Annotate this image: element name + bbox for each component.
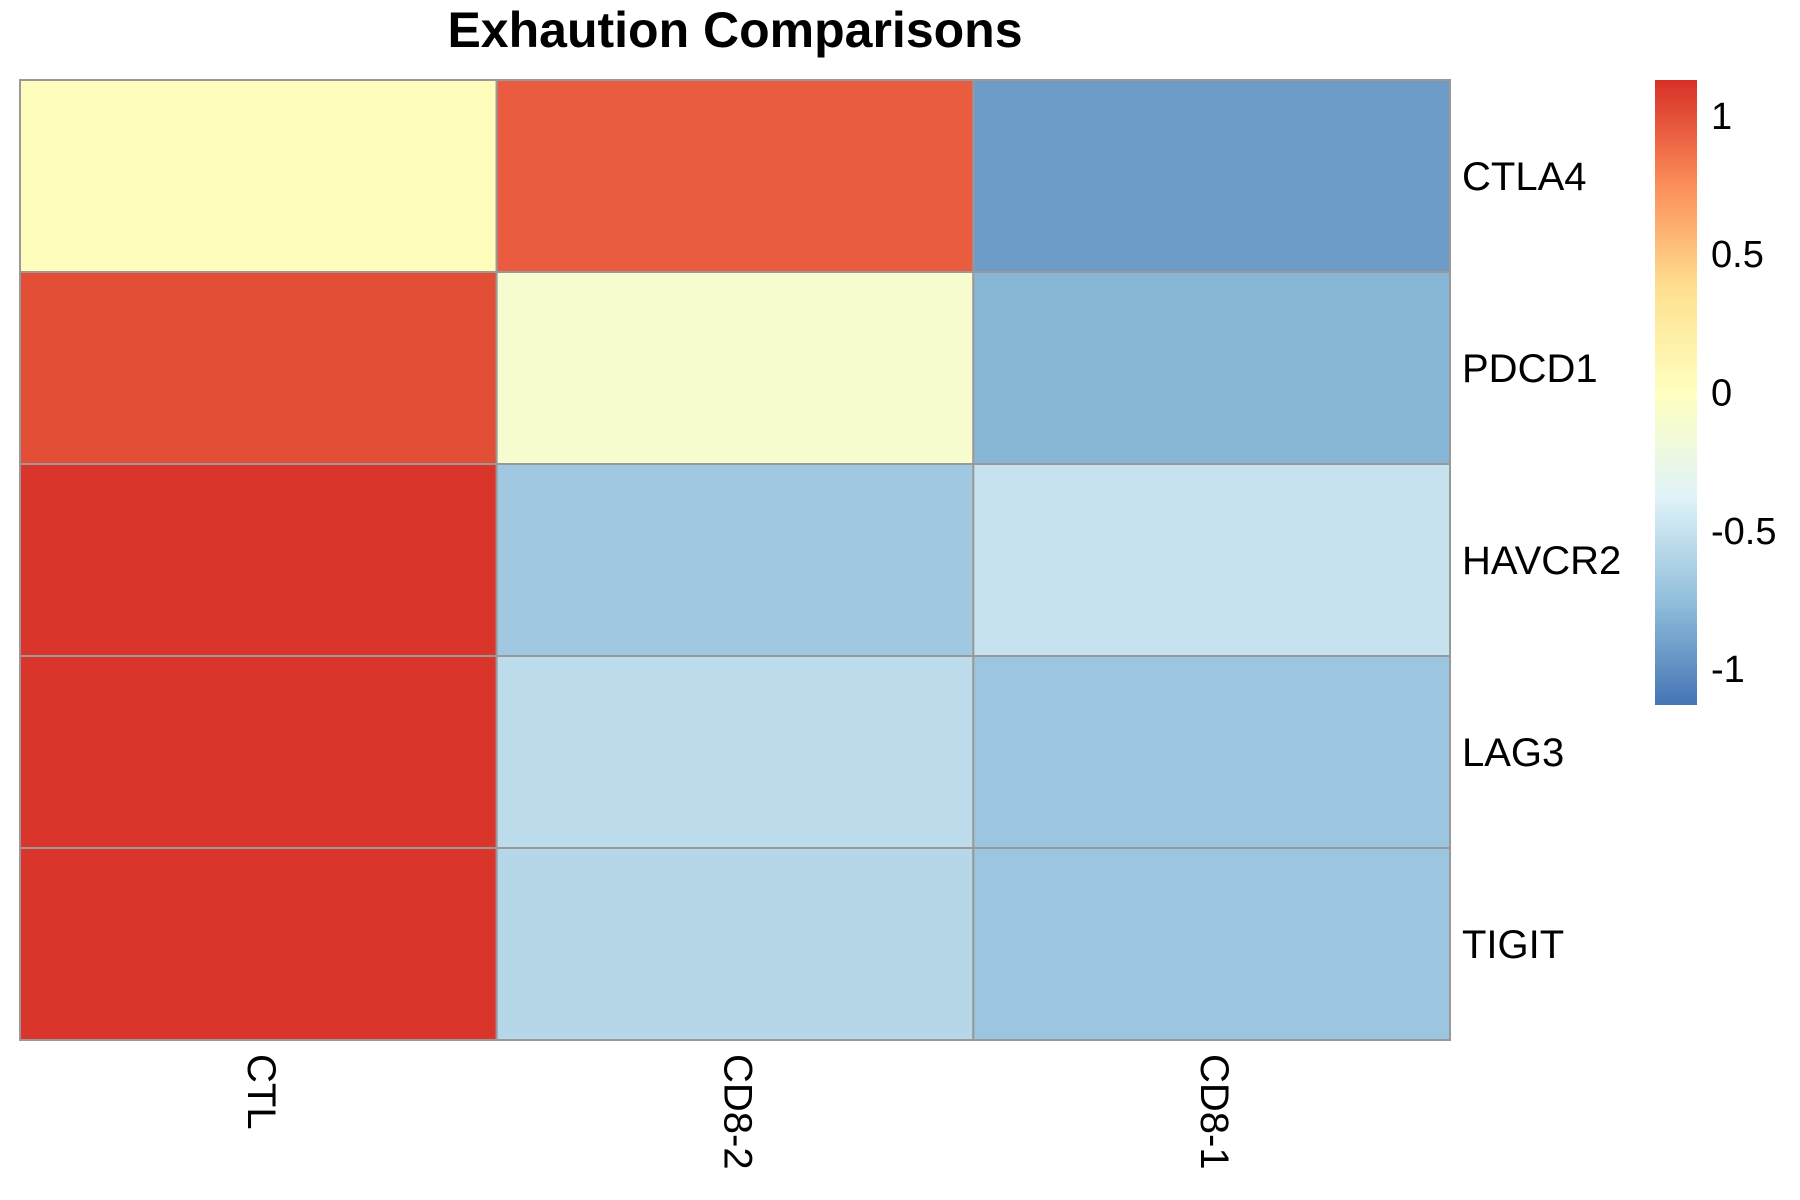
cell-pdcd1-ctl bbox=[19, 271, 498, 465]
cell-havcr2-ctl bbox=[19, 463, 498, 657]
heatmap-cells bbox=[19, 79, 1451, 1041]
cell-lag3-cd8-1 bbox=[972, 655, 1451, 849]
cell-lag3-ctl bbox=[19, 655, 498, 849]
column-label-ctl: CTL bbox=[239, 1054, 283, 1130]
row-label-tigit: TIGIT bbox=[1462, 923, 1564, 967]
cell-ctla4-ctl bbox=[19, 79, 498, 273]
cell-pdcd1-cd8-2 bbox=[495, 271, 975, 465]
cell-tigit-cd8-1 bbox=[972, 847, 1451, 1041]
row-label-havcr2: HAVCR2 bbox=[1462, 539, 1621, 583]
cell-ctla4-cd8-1 bbox=[972, 79, 1451, 273]
row-labels: CTLA4 PDCD1 HAVCR2 LAG3 TIGIT bbox=[1462, 155, 1621, 967]
cell-tigit-cd8-2 bbox=[495, 847, 975, 1041]
legend-tick-label: -1 bbox=[1711, 649, 1745, 691]
legend-tick-label: 1 bbox=[1711, 96, 1732, 138]
cell-havcr2-cd8-1 bbox=[972, 463, 1451, 657]
legend-tick-label: -0.5 bbox=[1711, 511, 1776, 553]
row-label-lag3: LAG3 bbox=[1462, 731, 1564, 775]
cell-pdcd1-cd8-1 bbox=[972, 271, 1451, 465]
column-label-cd8-2: CD8-2 bbox=[715, 1054, 759, 1170]
color-legend: 1 0.5 0 -0.5 -1 bbox=[1655, 80, 1776, 705]
column-label-cd8-1: CD8-1 bbox=[1192, 1054, 1236, 1170]
cell-ctla4-cd8-2 bbox=[495, 79, 975, 273]
legend-ticks: 1 0.5 0 -0.5 -1 bbox=[1711, 96, 1776, 691]
legend-color-bar bbox=[1655, 80, 1697, 705]
cell-tigit-ctl bbox=[19, 847, 498, 1041]
chart-title: Exhaution Comparisons bbox=[447, 2, 1022, 58]
legend-tick-label: 0 bbox=[1711, 373, 1732, 415]
column-labels: CTL CD8-2 CD8-1 bbox=[239, 1054, 1236, 1170]
row-label-pdcd1: PDCD1 bbox=[1462, 347, 1598, 391]
row-label-ctla4: CTLA4 bbox=[1462, 155, 1587, 199]
cell-lag3-cd8-2 bbox=[495, 655, 975, 849]
cell-havcr2-cd8-2 bbox=[495, 463, 975, 657]
legend-tick-label: 0.5 bbox=[1711, 234, 1764, 276]
